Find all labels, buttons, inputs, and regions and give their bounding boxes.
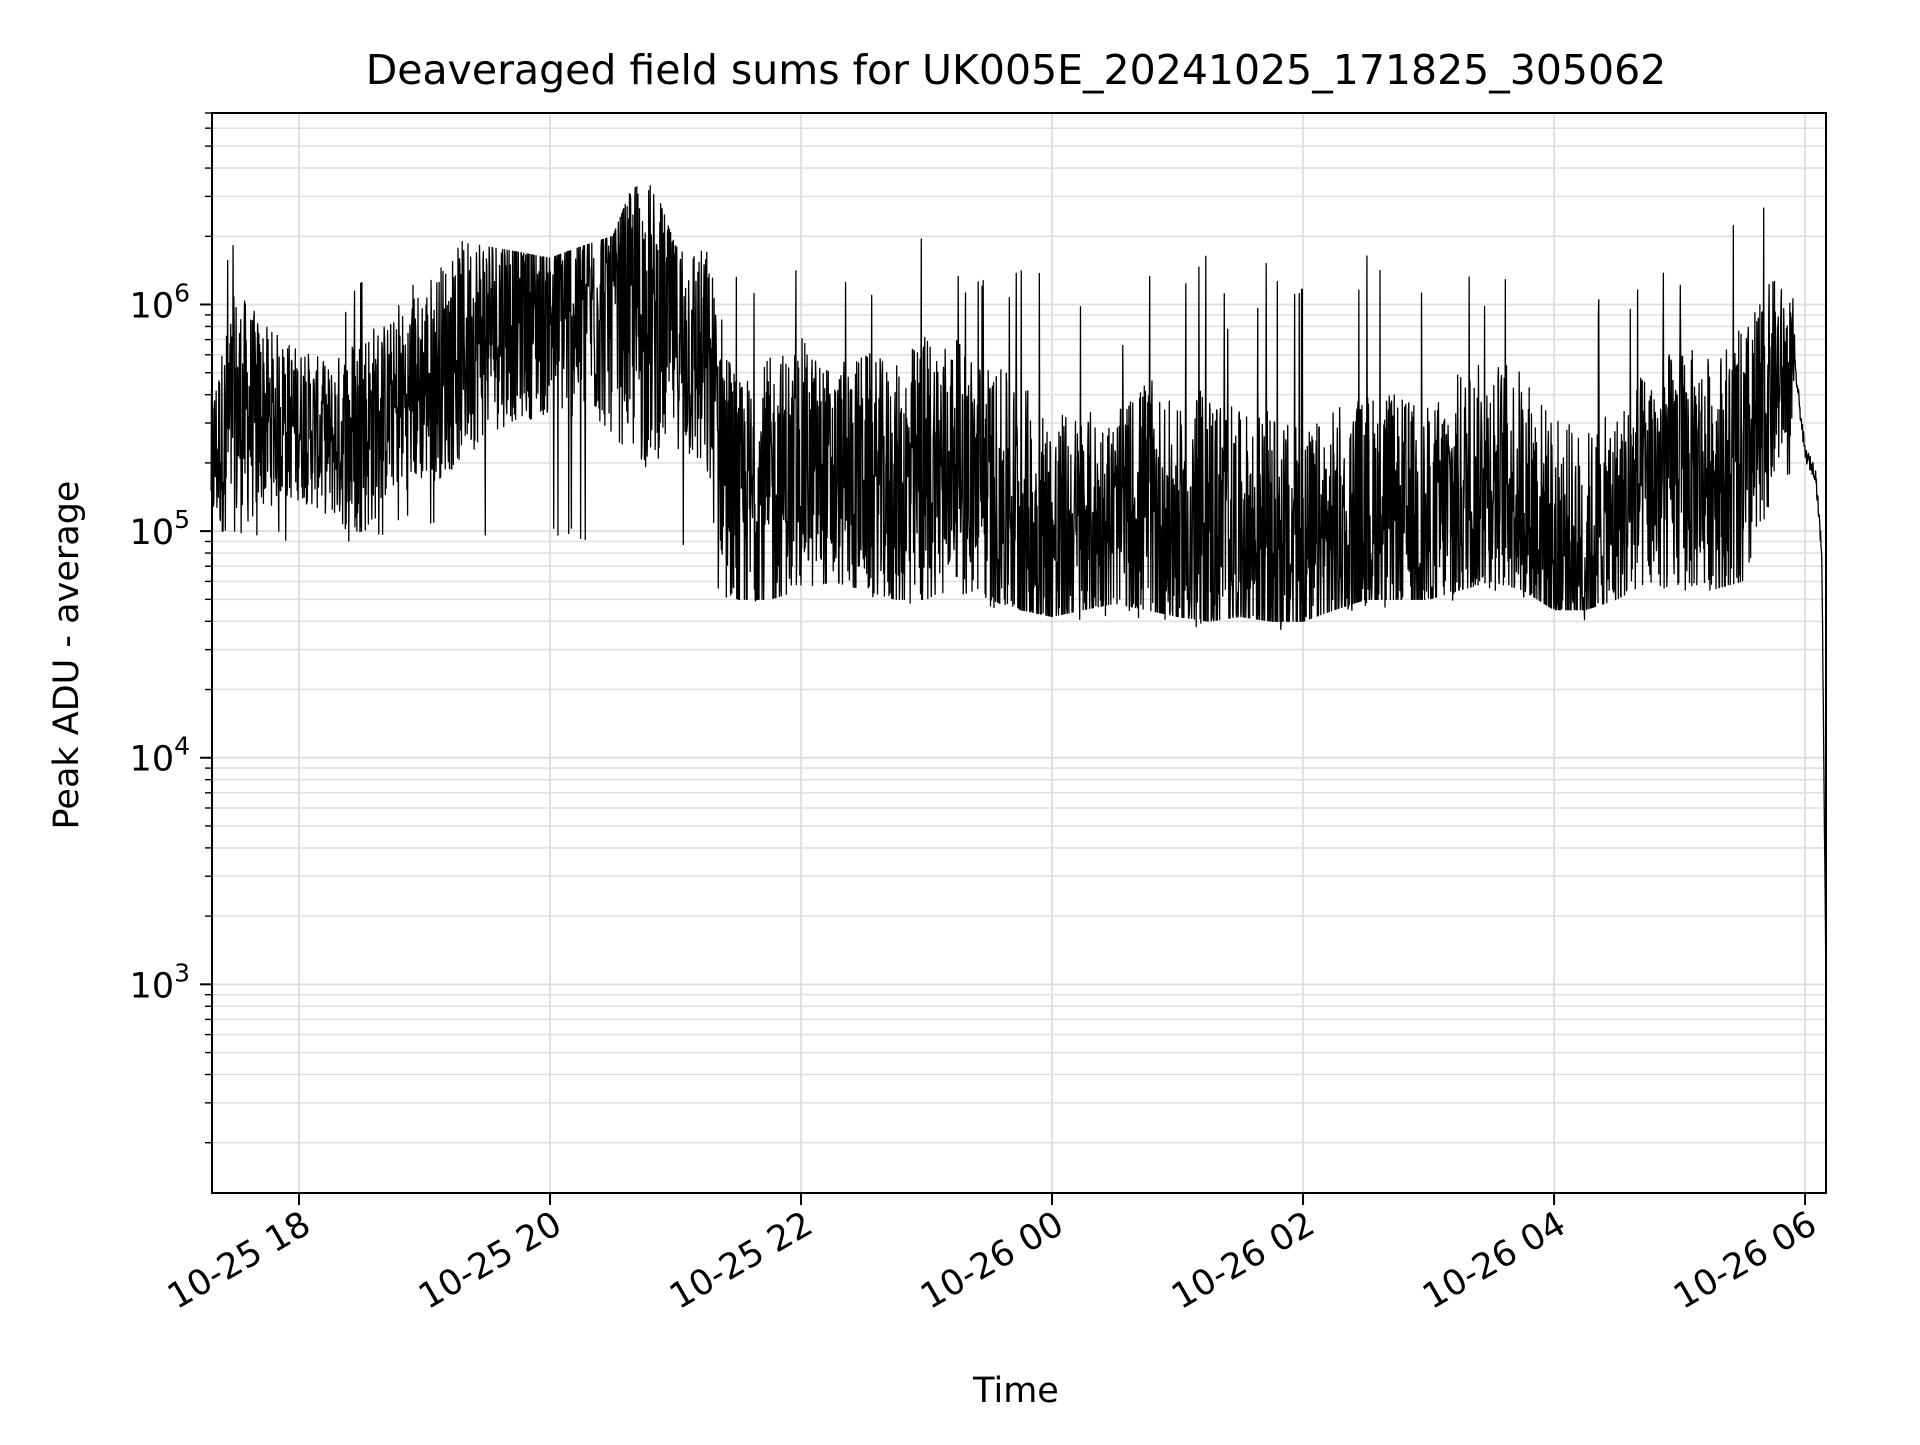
- x-tick-label: 10-26 00: [914, 1204, 1070, 1317]
- x-axis-label: Time: [972, 1371, 1059, 1411]
- y-tick-base: 10: [130, 966, 175, 1006]
- y-tick-label: 103: [130, 958, 190, 1006]
- x-tick-label: 10-25 18: [161, 1204, 317, 1317]
- series-layer: [210, 185, 1827, 987]
- x-tick-label: 10-25 22: [663, 1204, 819, 1317]
- y-tick-exponent: 3: [174, 958, 190, 987]
- y-tick-base: 10: [130, 513, 175, 553]
- x-tick-label: 10-26 06: [1667, 1204, 1823, 1317]
- series-line: [210, 185, 1827, 987]
- y-tick-label: 105: [130, 505, 190, 553]
- y-tick-exponent: 4: [174, 732, 190, 761]
- y-tick-label: 104: [130, 732, 190, 780]
- y-tick-base: 10: [130, 287, 175, 327]
- plot-frame: [211, 112, 1827, 1194]
- x-tick-label: 10-26 04: [1416, 1204, 1572, 1317]
- grid-layer: [212, 112, 1826, 1193]
- chart-title: Deaveraged field sums for UK005E_2024102…: [366, 46, 1667, 94]
- x-tick-label: 10-25 20: [412, 1204, 568, 1317]
- y-tick-exponent: 6: [174, 279, 190, 308]
- x-tick-label: 10-26 02: [1165, 1204, 1321, 1317]
- y-tick-label: 106: [130, 279, 190, 327]
- y-axis-label: Peak ADU - average: [47, 481, 87, 830]
- y-tick-base: 10: [130, 740, 175, 780]
- y-tick-exponent: 5: [174, 505, 190, 534]
